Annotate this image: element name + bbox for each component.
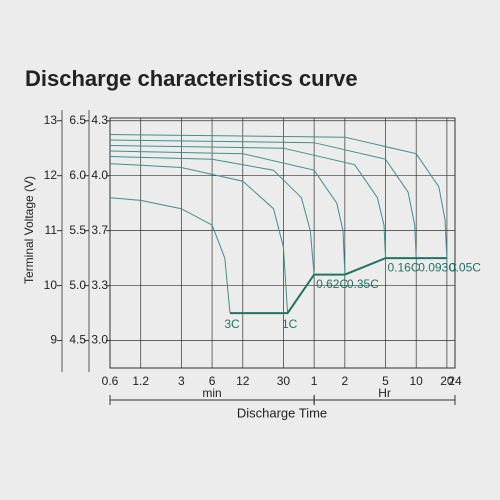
x-tick-label: 3 <box>178 374 185 388</box>
x-tick-label: 30 <box>277 374 291 388</box>
x-axis-label: Discharge Time <box>237 405 327 420</box>
y-tick-label: 10 <box>44 278 58 292</box>
curve-label: 3C <box>224 317 240 331</box>
chart-title: Discharge characteristics curve <box>25 66 358 91</box>
discharge-curve <box>109 163 289 314</box>
x-tick-label: 0.6 <box>102 374 119 388</box>
x-tick-label: 1.2 <box>132 374 149 388</box>
y3-tick-label: 3.3 <box>91 278 108 292</box>
curve-label: 1C <box>282 317 298 331</box>
curve-label: 0.62C <box>316 277 348 291</box>
discharge-curve <box>109 145 386 259</box>
y3-tick-label: 3.7 <box>91 223 108 237</box>
y-tick-label: 13 <box>44 113 58 127</box>
y2-tick-label: 4.5 <box>69 333 86 347</box>
curve-label: 0.05C <box>449 260 481 274</box>
y2-tick-label: 5.5 <box>69 223 86 237</box>
y-axis-label: Terminal Voltage (V) <box>22 176 36 284</box>
x-unit-label: Hr <box>378 386 391 400</box>
y3-tick-label: 4.0 <box>91 168 108 182</box>
x-tick-label: 6 <box>209 374 216 388</box>
x-tick-label: 12 <box>236 374 250 388</box>
y2-tick-label: 6.0 <box>69 168 86 182</box>
curve-label: 0.093C <box>418 260 457 274</box>
cutoff-line <box>230 257 447 315</box>
discharge-curve <box>109 197 231 314</box>
x-tick-label: 2 <box>342 374 349 388</box>
x-tick-label: 10 <box>410 374 424 388</box>
y-tick-label: 11 <box>45 223 58 237</box>
discharge-curve <box>109 139 417 259</box>
y-tick-label: 9 <box>50 333 57 347</box>
curve-label: 0.16C <box>387 260 419 274</box>
y3-tick-label: 4.3 <box>91 113 108 127</box>
x-unit-label: min <box>202 386 221 400</box>
discharge-curve <box>109 156 315 275</box>
x-tick-label: 1 <box>311 374 318 388</box>
discharge-curve <box>109 150 346 275</box>
discharge-curve <box>109 134 448 259</box>
curve-label: 0.35C <box>347 277 379 291</box>
x-tick-label: 20 <box>440 374 454 388</box>
x-tick-label: 5 <box>382 374 389 388</box>
x-tick-label: 24 <box>448 374 462 388</box>
y2-tick-label: 5.0 <box>69 278 86 292</box>
y3-tick-label: 3.0 <box>91 333 108 347</box>
y-tick-label: 12 <box>44 168 58 182</box>
y2-tick-label: 6.5 <box>69 113 86 127</box>
